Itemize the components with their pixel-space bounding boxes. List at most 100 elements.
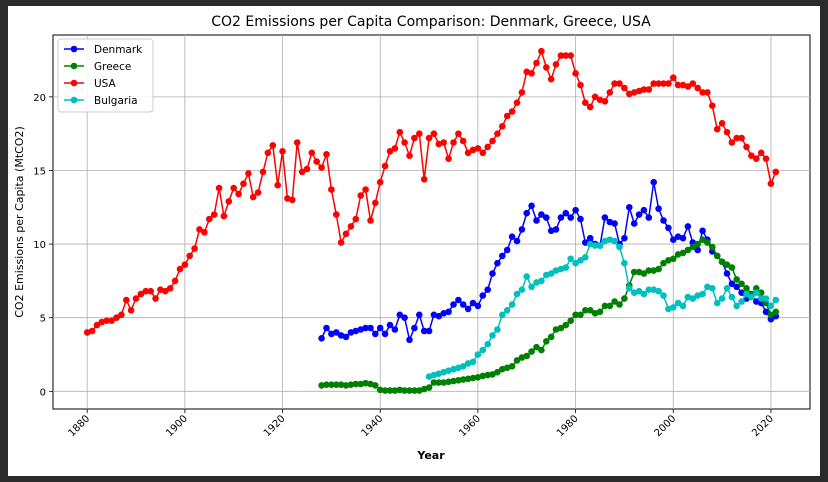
data-point-denmark	[323, 324, 330, 332]
data-point-usa	[396, 128, 404, 136]
data-point-usa	[279, 148, 286, 155]
data-point-bulgaria	[596, 242, 604, 249]
data-point-usa	[660, 80, 667, 87]
data-point-usa	[132, 295, 140, 302]
data-point-denmark	[494, 259, 501, 267]
data-point-denmark	[396, 311, 404, 319]
data-point-usa	[269, 142, 277, 149]
grid-lines	[53, 35, 810, 409]
data-point-greece	[640, 270, 648, 277]
data-point-usa	[162, 287, 169, 295]
data-point-greece	[660, 259, 667, 267]
data-point-greece	[713, 252, 721, 260]
data-point-denmark	[552, 226, 560, 233]
data-point-usa	[206, 215, 213, 223]
data-point-greece	[425, 384, 433, 391]
data-point-usa	[152, 295, 159, 302]
data-point-usa	[137, 290, 145, 298]
data-point-bulgaria	[499, 311, 506, 319]
data-point-denmark	[762, 308, 770, 316]
data-point-greece	[694, 240, 701, 248]
data-point-greece	[655, 265, 662, 273]
data-point-denmark	[401, 314, 408, 322]
data-point-usa	[333, 211, 340, 218]
data-point-bulgaria	[733, 302, 740, 310]
data-point-bulgaria	[503, 307, 511, 314]
x-tick-label: 1920	[262, 413, 288, 439]
data-point-bulgaria	[762, 295, 770, 302]
data-point-greece	[743, 285, 750, 292]
data-point-denmark	[557, 214, 565, 221]
data-point-usa	[123, 296, 130, 304]
data-point-usa	[142, 287, 150, 295]
data-point-usa	[416, 130, 423, 137]
data-point-usa	[543, 64, 550, 71]
data-point-denmark	[528, 202, 535, 210]
data-point-greece	[528, 348, 535, 355]
data-point-usa	[240, 180, 247, 187]
x-tick-label: 1900	[164, 413, 190, 439]
data-point-usa	[494, 130, 501, 137]
data-point-usa	[196, 226, 203, 233]
data-point-usa	[391, 145, 399, 152]
data-point-greece	[757, 289, 765, 297]
data-point-bulgaria	[655, 287, 662, 295]
data-point-usa	[562, 52, 570, 59]
data-point-greece	[679, 249, 687, 257]
data-point-denmark	[435, 312, 443, 320]
data-point-usa	[699, 89, 706, 96]
data-point-usa	[459, 137, 467, 145]
legend-label: Denmark	[94, 44, 143, 56]
data-point-usa	[606, 89, 614, 96]
data-point-usa	[767, 180, 775, 187]
series-denmark	[318, 178, 780, 344]
data-point-greece	[621, 295, 628, 302]
data-point-greece	[381, 387, 389, 394]
data-point-usa	[376, 178, 384, 186]
data-point-greece	[337, 381, 345, 389]
data-point-bulgaria	[635, 287, 643, 295]
data-point-denmark	[474, 302, 482, 310]
data-point-usa	[723, 128, 731, 136]
data-point-usa	[557, 52, 565, 59]
data-point-denmark	[645, 214, 653, 221]
data-point-greece	[362, 379, 369, 387]
data-point-bulgaria	[538, 277, 545, 285]
data-point-greece	[577, 311, 584, 319]
data-point-denmark	[723, 270, 731, 277]
data-point-usa	[533, 59, 540, 67]
data-point-usa	[425, 134, 433, 142]
legend-swatch-marker	[70, 62, 78, 70]
data-point-usa	[88, 327, 96, 335]
data-point-usa	[323, 151, 330, 158]
data-point-greece	[611, 298, 618, 305]
data-point-bulgaria	[660, 292, 667, 299]
data-point-usa	[621, 84, 628, 92]
data-point-usa	[127, 307, 135, 314]
data-point-usa	[713, 125, 721, 133]
data-point-denmark	[572, 206, 579, 214]
data-point-denmark	[376, 324, 384, 332]
legend-item-usa: USA	[64, 78, 117, 90]
y-tick-label: 10	[33, 240, 46, 251]
data-point-usa	[684, 83, 692, 90]
x-tick-label: 1880	[67, 413, 93, 439]
data-point-denmark	[372, 330, 379, 338]
data-point-usa	[249, 193, 257, 201]
data-point-greece	[513, 357, 521, 364]
data-point-denmark	[362, 324, 369, 332]
data-point-bulgaria	[616, 243, 623, 251]
data-point-greece	[440, 379, 448, 386]
data-point-bulgaria	[709, 285, 716, 292]
data-point-greece	[616, 301, 623, 308]
data-point-denmark	[484, 286, 492, 294]
data-point-denmark	[567, 214, 574, 221]
data-point-usa	[572, 70, 579, 77]
data-point-usa	[352, 215, 360, 223]
data-point-usa	[538, 47, 545, 55]
series-bulgaria	[425, 236, 780, 380]
data-point-usa	[186, 252, 193, 260]
data-point-usa	[372, 199, 379, 207]
data-point-usa	[528, 70, 535, 77]
data-point-greece	[342, 382, 350, 389]
